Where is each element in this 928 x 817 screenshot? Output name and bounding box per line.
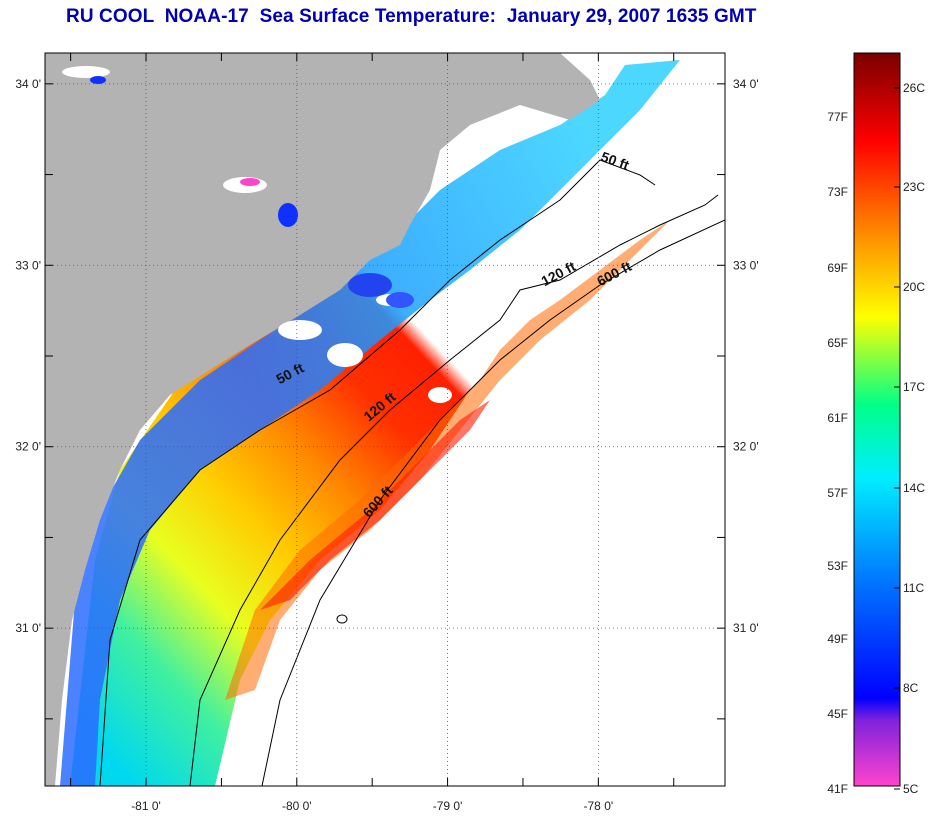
longitude-ticks: -81 0' -80 0' -79 0' -78 0' (70, 53, 675, 813)
celsius-label: 23C (903, 180, 925, 194)
lat-tick-label: 33 0' (733, 258, 759, 272)
sst-shelf-water (70, 55, 725, 786)
temperature-colorbar: 77F 73F 69F 65F 61F 57F 53F 49F 45F 41F 26C 23C 20C… (827, 52, 925, 796)
lon-tick-label: -80 0' (282, 799, 312, 813)
celsius-label: 14C (903, 481, 925, 495)
fahrenheit-labels: 77F 73F 69F 65F 61F 57F 53F 49F 45F 41F (827, 110, 848, 796)
celsius-label: 20C (903, 280, 925, 294)
lon-tick-label: -78 0' (584, 799, 614, 813)
lon-tick-label: -81 0' (131, 799, 161, 813)
lon-tick-label: -79 0' (433, 799, 463, 813)
lat-tick-label: 32 0' (733, 440, 759, 454)
fahrenheit-label: 57F (827, 486, 848, 500)
fahrenheit-label: 61F (827, 411, 848, 425)
lat-tick-label-left: 31 0' (15, 621, 41, 635)
lat-tick-label-left: 34 0' (15, 77, 41, 91)
celsius-label: 11C (903, 581, 924, 595)
lat-tick-label-left: 33 0' (15, 258, 41, 272)
graticule (45, 53, 725, 786)
fahrenheit-label: 41F (827, 782, 848, 796)
celsius-label: 8C (903, 681, 919, 695)
celsius-labels: 26C 23C 20C 17C 14C 11C 8C 5C (894, 81, 925, 796)
celsius-label: 26C (903, 81, 925, 95)
celsius-label: 5C (903, 782, 919, 796)
fahrenheit-label: 77F (827, 110, 848, 124)
fahrenheit-label: 69F (827, 261, 848, 275)
colorbar-gradient (853, 52, 901, 787)
isobath-contours (99, 159, 725, 786)
fahrenheit-label: 53F (827, 559, 848, 573)
page-title: RU COOL NOAA-17 Sea Surface Temperature:… (66, 6, 757, 27)
map-frame (44, 52, 726, 787)
latitude-ticks: 34 0' 34 0' 33 0' 33 0' 32 0' 32 0' 31 0' 31 0' (15, 77, 759, 720)
fahrenheit-label: 73F (827, 185, 848, 199)
celsius-label: 17C (903, 380, 925, 394)
lat-tick-label-left: 32 0' (15, 440, 41, 454)
cold-patches (90, 76, 414, 308)
lat-tick-label: 34 0' (733, 77, 759, 91)
fahrenheit-label: 49F (827, 632, 848, 646)
fahrenheit-label: 65F (827, 336, 848, 350)
lat-tick-label: 31 0' (733, 621, 759, 635)
fahrenheit-label: 45F (827, 707, 848, 721)
sst-nearshore-water (60, 60, 680, 786)
land-mass (45, 53, 600, 786)
sst-hot-edge (260, 400, 490, 610)
